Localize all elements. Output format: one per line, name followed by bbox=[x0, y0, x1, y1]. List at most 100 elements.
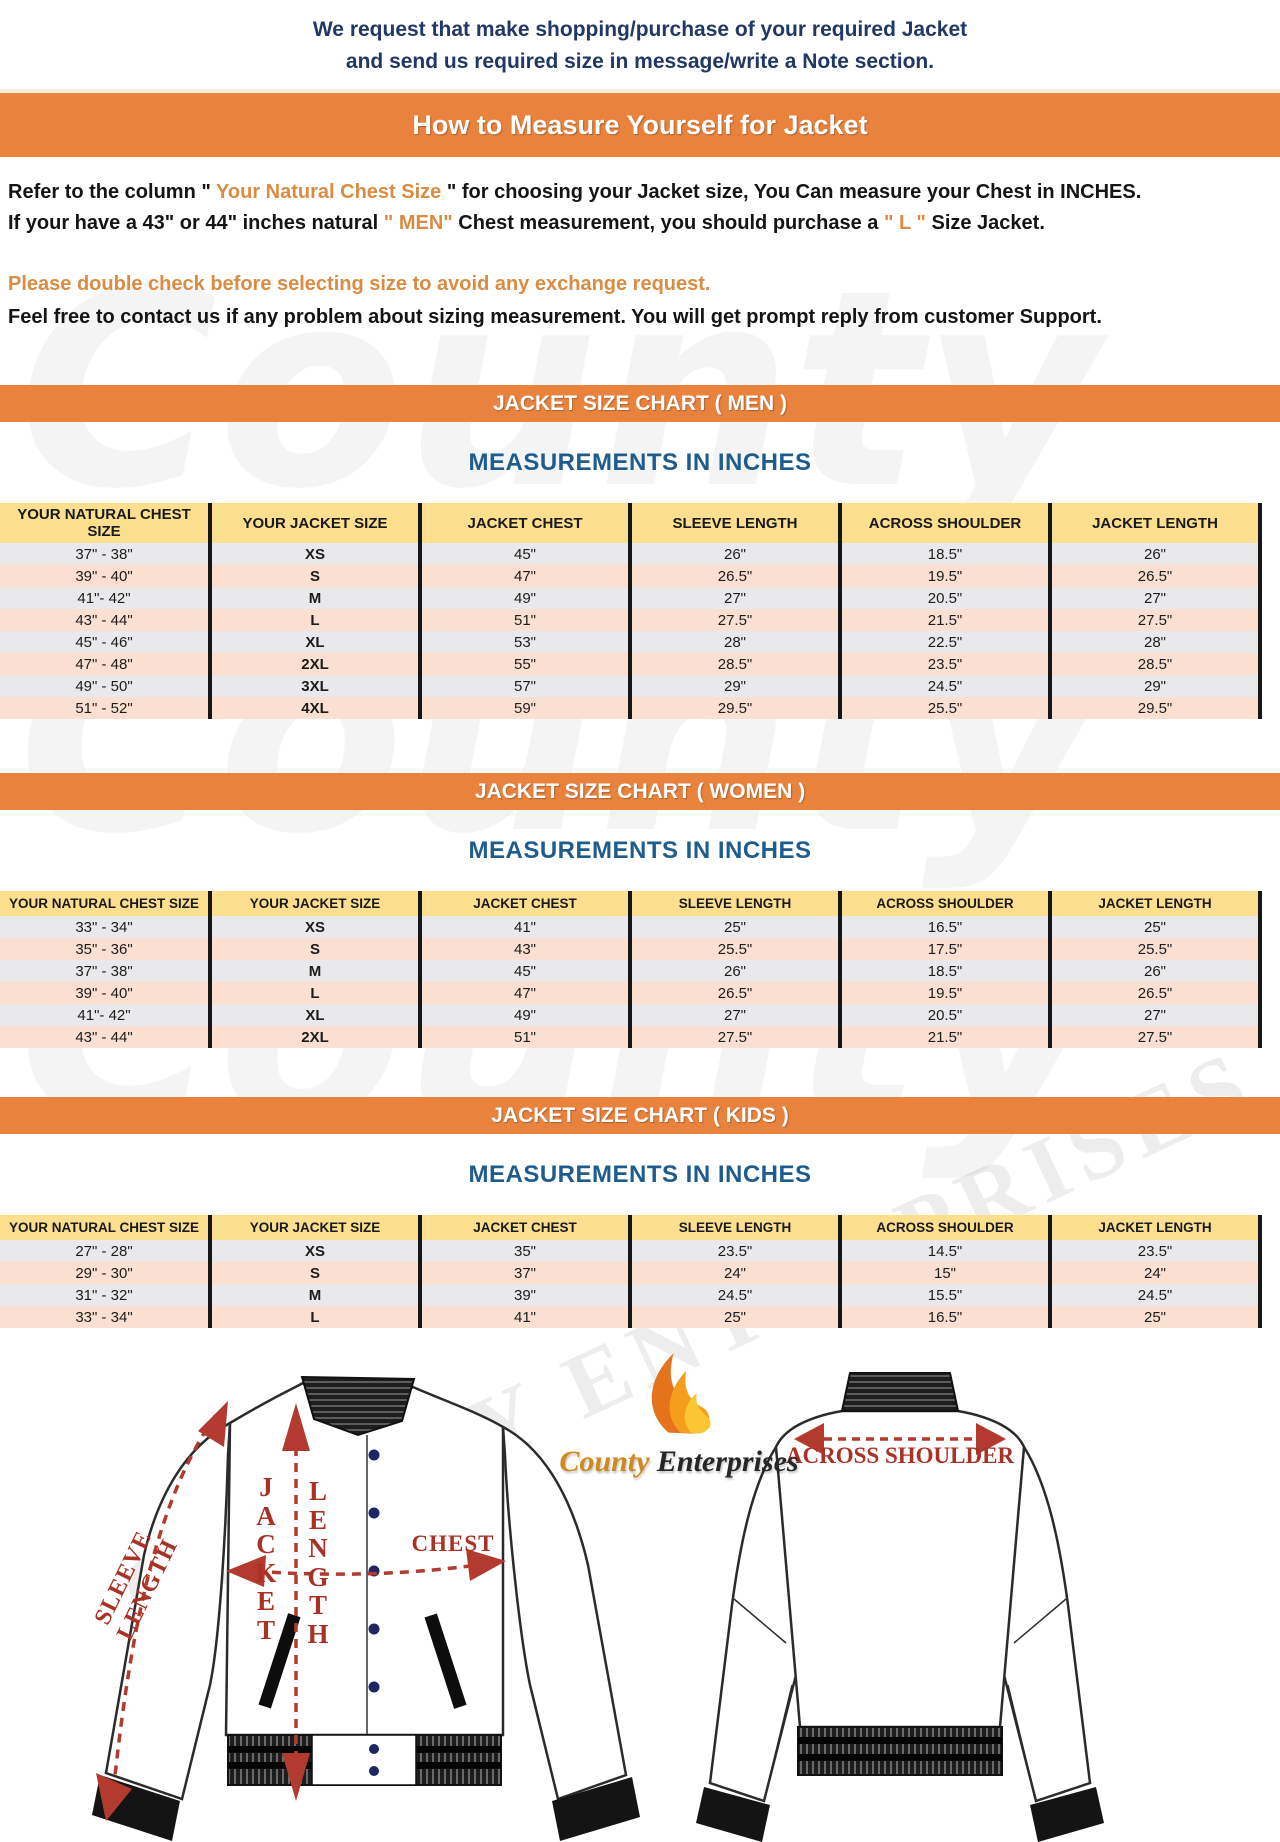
column-header: SLEEVE LENGTH bbox=[628, 891, 840, 916]
column-header: ACROSS SHOULDER bbox=[838, 1215, 1050, 1240]
table-cell: 26.5" bbox=[628, 565, 840, 587]
table-cell: 21.5" bbox=[838, 1026, 1050, 1048]
column-header: SLEEVE LENGTH bbox=[628, 1215, 840, 1240]
table-cell: 35" bbox=[418, 1240, 630, 1262]
table-cell: 26.5" bbox=[1048, 565, 1262, 587]
intro-refer-pre: Refer to the column " bbox=[8, 181, 217, 203]
top-note-line1: We request that make shopping/purchase o… bbox=[312, 18, 968, 41]
table-cell: 39" - 40" bbox=[0, 565, 210, 587]
front-measure-arrows bbox=[96, 1401, 506, 1821]
table-cell: 53" bbox=[418, 631, 630, 653]
table-cell: XL bbox=[208, 1004, 420, 1026]
back-jacket-diagram bbox=[696, 1372, 1104, 1842]
back-jacket-outline bbox=[696, 1372, 1104, 1842]
table-cell: 2XL bbox=[208, 1026, 420, 1048]
table-row: 37" - 38" M 45" 26" 18.5" 26" bbox=[0, 960, 1262, 982]
table-cell: 22.5" bbox=[838, 631, 1050, 653]
table-cell: 16.5" bbox=[838, 916, 1050, 938]
table-cell: 33" - 34" bbox=[0, 1306, 210, 1328]
how-to-measure-banner: How to Measure Yourself for Jacket bbox=[0, 89, 1280, 157]
table-cell: 41" bbox=[418, 1306, 630, 1328]
table-cell: 49" bbox=[418, 587, 630, 609]
women-size-table: YOUR NATURAL CHEST SIZE YOUR JACKET SIZE J… bbox=[0, 891, 1262, 1048]
table-cell: 25" bbox=[628, 916, 840, 938]
table-cell: 23.5" bbox=[1048, 1240, 1262, 1262]
table-cell: S bbox=[208, 1262, 420, 1284]
chest-label: CHEST bbox=[411, 1531, 495, 1556]
table-cell: 24" bbox=[1048, 1262, 1262, 1284]
table-cell: 29.5" bbox=[1048, 697, 1262, 719]
column-header: YOUR NATURAL CHEST SIZE bbox=[0, 1215, 210, 1240]
kids-chart-banner: JACKET SIZE CHART ( KIDS ) bbox=[0, 1097, 1280, 1134]
table-cell: 28" bbox=[1048, 631, 1262, 653]
table-header-row: YOUR NATURAL CHEST SIZE YOUR JACKET SIZE J… bbox=[0, 1215, 1262, 1240]
table-cell: 49" - 50" bbox=[0, 675, 210, 697]
table-cell: 27.5" bbox=[1048, 609, 1262, 631]
table-cell: 29.5" bbox=[628, 697, 840, 719]
table-row: 29" - 30" S 37" 24" 15" 24" bbox=[0, 1262, 1262, 1284]
table-cell: 47" bbox=[418, 565, 630, 587]
table-cell: 45" bbox=[418, 960, 630, 982]
county-flame-logo-icon bbox=[651, 1353, 711, 1434]
table-cell: 57" bbox=[418, 675, 630, 697]
table-cell: 45" - 46" bbox=[0, 631, 210, 653]
table-row: 33" - 34" XS 41" 25" 16.5" 25" bbox=[0, 916, 1262, 938]
table-cell: 37" - 38" bbox=[0, 960, 210, 982]
women-chart-banner: JACKET SIZE CHART ( WOMEN ) bbox=[0, 773, 1280, 810]
table-row: 41"- 42" XL 49" 27" 20.5" 27" bbox=[0, 1004, 1262, 1026]
column-header: JACKET CHEST bbox=[418, 1215, 630, 1240]
table-cell: 41" bbox=[418, 916, 630, 938]
table-cell: 4XL bbox=[208, 697, 420, 719]
table-cell: 35" - 36" bbox=[0, 938, 210, 960]
jacket-length-label-word2: LENGTH bbox=[307, 1476, 329, 1650]
table-cell: 25" bbox=[628, 1306, 840, 1328]
column-header: JACKET CHEST bbox=[418, 891, 630, 916]
column-header: JACKET CHEST bbox=[418, 503, 630, 543]
intro-size-mid: Chest measurement, you should purchase a bbox=[452, 212, 884, 234]
table-cell: 45" bbox=[418, 543, 630, 565]
intro-size-post: Size Jacket. bbox=[925, 212, 1045, 234]
top-note-line2: and send us required size in message/wri… bbox=[345, 49, 935, 73]
front-left-pocket bbox=[258, 1613, 301, 1709]
front-jacket-diagram bbox=[92, 1375, 640, 1841]
table-cell: M bbox=[208, 960, 420, 982]
table-cell: 24.5" bbox=[838, 675, 1050, 697]
table-cell: 47" - 48" bbox=[0, 653, 210, 675]
across-shoulder-label: ACROSS SHOULDER bbox=[785, 1443, 1015, 1468]
table-cell: XL bbox=[208, 631, 420, 653]
column-header: ACROSS SHOULDER bbox=[838, 891, 1050, 916]
column-header: YOUR NATURAL CHEST SIZE bbox=[0, 891, 210, 916]
front-right-cuff bbox=[552, 1777, 640, 1841]
table-cell: 14.5" bbox=[838, 1240, 1050, 1262]
table-cell: XS bbox=[208, 1240, 420, 1262]
table-row: 39" - 40" L 47" 26.5" 19.5" 26.5" bbox=[0, 982, 1262, 1004]
kids-size-table: YOUR NATURAL CHEST SIZE YOUR JACKET SIZE J… bbox=[0, 1215, 1262, 1328]
back-measure-arrow bbox=[794, 1423, 1006, 1455]
table-cell: 51" - 52" bbox=[0, 697, 210, 719]
table-cell: 24.5" bbox=[628, 1284, 840, 1306]
table-cell: 26" bbox=[628, 543, 840, 565]
table-header-row: YOUR NATURAL CHEST SIZE YOUR JACKET SIZE J… bbox=[0, 891, 1262, 916]
table-row: 31" - 32" M 39" 24.5" 15.5" 24.5" bbox=[0, 1284, 1262, 1306]
intro-paragraph: Refer to the column " Your Natural Chest… bbox=[8, 177, 1272, 239]
intro-size-l: " L " bbox=[883, 212, 926, 234]
back-left-cuff bbox=[696, 1787, 770, 1842]
table-cell: 28.5" bbox=[628, 653, 840, 675]
table-cell: 23.5" bbox=[628, 1240, 840, 1262]
table-cell: 26" bbox=[1048, 543, 1262, 565]
intro-size-line: If your have a 43" or 44" inches natural… bbox=[8, 208, 1272, 239]
back-right-cuff bbox=[1030, 1787, 1104, 1842]
table-cell: 26.5" bbox=[628, 982, 840, 1004]
kids-measure-heading: MEASUREMENTS IN INCHES bbox=[468, 1161, 812, 1188]
table-cell: 16.5" bbox=[838, 1306, 1050, 1328]
logo-enterprises-word: Enterprises bbox=[656, 1445, 799, 1478]
table-cell: 27.5" bbox=[628, 1026, 840, 1048]
intro-refer-highlight: Your Natural Chest Size bbox=[216, 181, 442, 203]
table-cell: L bbox=[208, 609, 420, 631]
table-cell: 18.5" bbox=[838, 543, 1050, 565]
table-cell: 17.5" bbox=[838, 938, 1050, 960]
table-cell: 15" bbox=[838, 1262, 1050, 1284]
table-cell: 29" bbox=[628, 675, 840, 697]
table-row: 27" - 28" XS 35" 23.5" 14.5" 23.5" bbox=[0, 1240, 1262, 1262]
men-size-table: YOUR NATURAL CHEST SIZE YOUR JACKET SIZE J… bbox=[0, 503, 1262, 719]
